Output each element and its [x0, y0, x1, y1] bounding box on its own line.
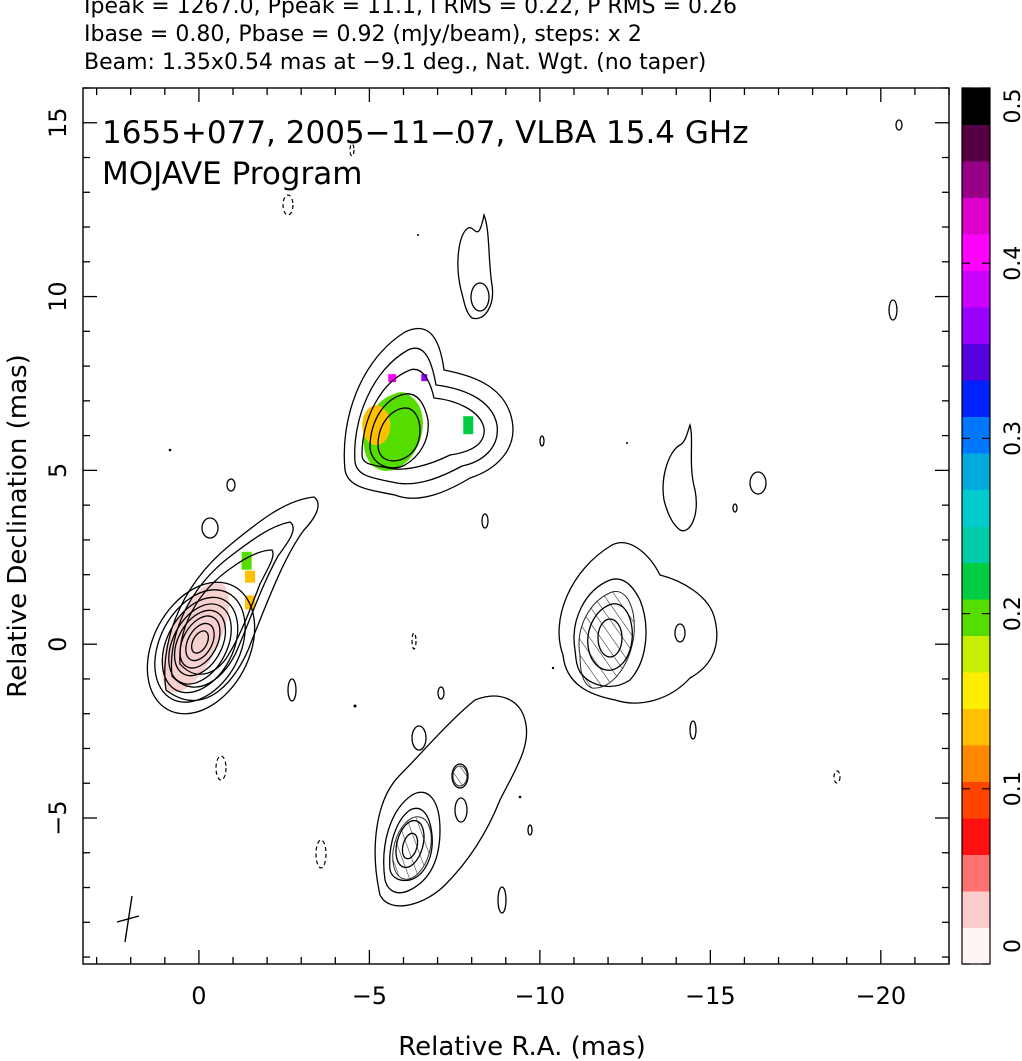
beam-cross: [116, 895, 140, 943]
colorbar-segment: [962, 416, 990, 454]
y-tick-label: 0: [44, 637, 72, 652]
plot-frame: [82, 87, 950, 965]
colorbar-tick-label: 0.2: [1001, 596, 1022, 631]
colorbar: 0 0.1 0.2 0.3 0.4 0.5: [961, 87, 1022, 965]
pol-patch: [241, 551, 252, 570]
colorbar-segment: [962, 745, 990, 782]
header-base-line: Ibase = 0.80, Pbase = 0.92 (mJy/beam), s…: [84, 22, 642, 47]
pol-patch: [388, 374, 397, 383]
colorbar-segment: [962, 854, 990, 892]
colorbar-segment: [962, 599, 990, 636]
colorbar-segment: [962, 708, 990, 746]
pol-patch: [245, 570, 256, 583]
x-axis-label: Relative R.A. (mas): [398, 1032, 645, 1061]
colorbar-segment: [962, 818, 990, 855]
knot-s-contours: [374, 686, 533, 914]
y-axis-label: Relative Declination (mas): [3, 354, 33, 697]
knot-ne-contours: [343, 212, 545, 529]
colorbar-segment: [962, 234, 990, 271]
pol-patch: [162, 581, 229, 693]
x-tick-label: −10: [515, 982, 566, 1010]
x-tick-label: −15: [685, 982, 736, 1010]
colorbar-segment: [962, 927, 990, 965]
colorbar-tick-label: 0.4: [1001, 246, 1022, 281]
colorbar-segment: [962, 526, 990, 563]
colorbar-segment: [962, 88, 990, 125]
colorbar-segment: [962, 562, 990, 600]
y-tick-label: −5: [44, 800, 72, 835]
colorbar-segment: [962, 124, 990, 162]
x-tick-label: −20: [855, 982, 906, 1010]
colorbar-segment: [962, 781, 990, 819]
pol-patch: [463, 416, 474, 435]
colorbar-segment: [962, 380, 990, 417]
y-tick-label: 15: [44, 107, 72, 138]
chart-title: 1655+077, 2005−11−07, VLBA 15.4 GHz: [102, 115, 748, 151]
colorbar-segment: [962, 270, 990, 308]
negative-contours: [215, 143, 841, 869]
colorbar-segment: [962, 343, 990, 381]
x-tick-label: 0: [191, 982, 206, 1010]
y-tick-label: 5: [44, 463, 72, 478]
header-peak-line: Ipeak = 1267.0, Ppeak = 11.1, I RMS = 0.…: [84, 0, 737, 19]
header-beam-line: Beam: 1.35x0.54 mas at −9.1 deg., Nat. W…: [84, 50, 707, 75]
colorbar-tick-label: 0.5: [1001, 89, 1022, 124]
noise-dots: [168, 140, 628, 799]
colorbar-segment: [962, 307, 990, 344]
colorbar-tick-label: 0.3: [1001, 421, 1022, 456]
colorbar-segment: [962, 161, 990, 198]
core-contours: [146, 478, 319, 715]
intensity-contours: [146, 119, 903, 914]
pol-patch: [421, 374, 428, 382]
colorbar-segment: [962, 453, 990, 490]
y-tick-label: 10: [44, 281, 72, 312]
colorbar-tick-label: 0.1: [1001, 771, 1022, 806]
colorbar-segment: [962, 635, 990, 673]
colorbar-segment: [962, 489, 990, 527]
chart-subtitle: MOJAVE Program: [102, 156, 362, 192]
colorbar-segment: [962, 891, 990, 928]
colorbar-segment: [962, 197, 990, 235]
x-tick-label: −5: [352, 982, 387, 1010]
colorbar-segment: [962, 672, 990, 709]
axes-layer: 0 −5 −10 −15 −20 −5 0 5 10 15: [44, 87, 950, 1010]
hatched-regions: [392, 591, 635, 880]
colorbar-frame: [961, 87, 991, 965]
colorbar-tick-label: 0: [1001, 939, 1022, 953]
